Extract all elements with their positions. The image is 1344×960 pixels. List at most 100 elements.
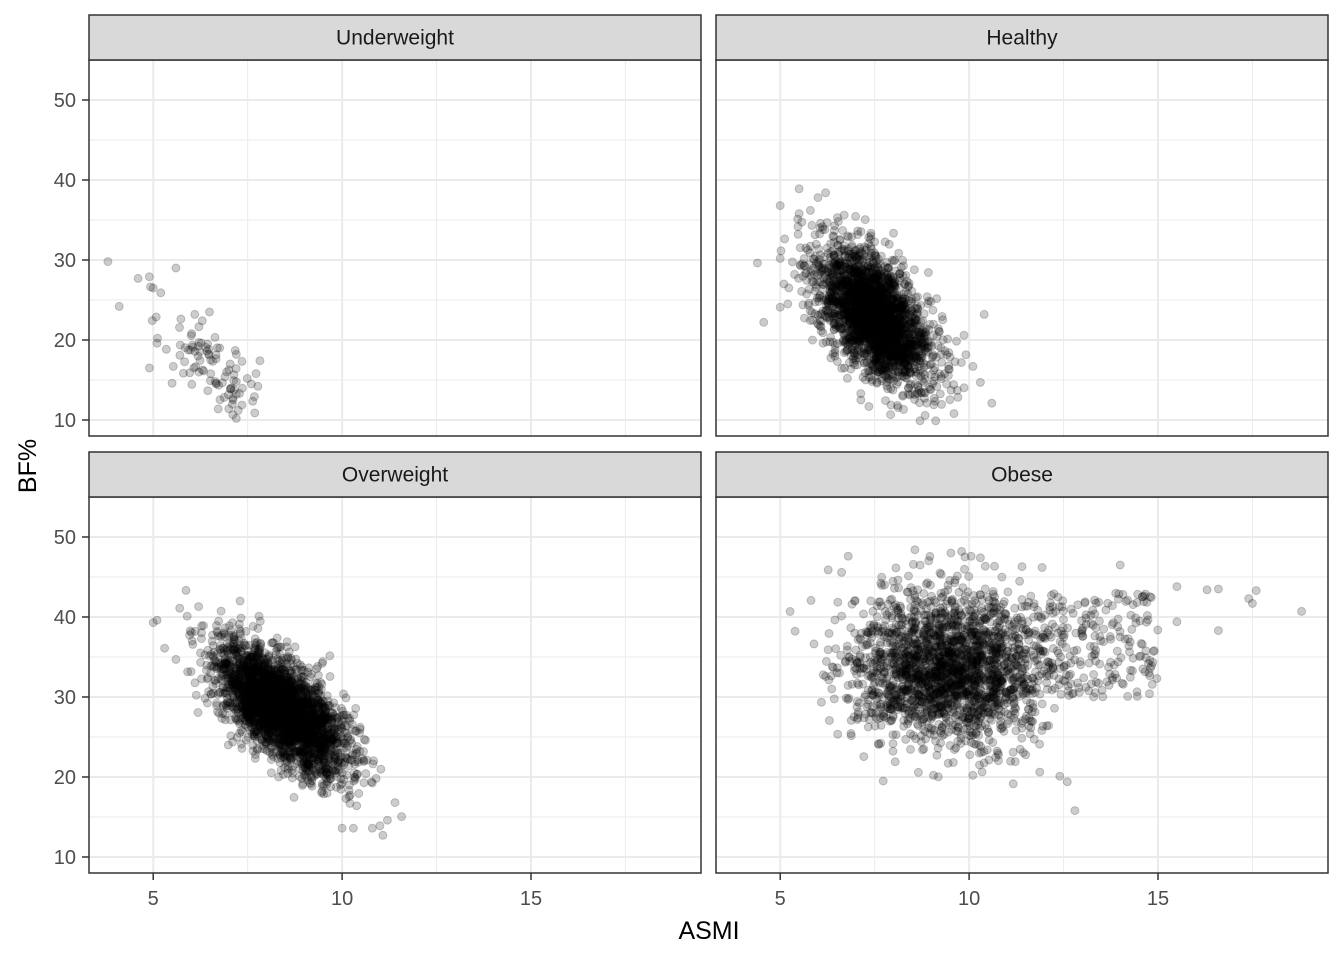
data-point [878, 308, 887, 318]
data-point [824, 267, 833, 277]
data-point [235, 388, 244, 398]
data-point [863, 304, 873, 314]
data-point [886, 326, 895, 336]
data-point [827, 311, 837, 321]
data-point [397, 812, 407, 822]
data-point [882, 278, 891, 288]
data-point [144, 363, 154, 373]
data-point [823, 306, 833, 316]
data-point [837, 265, 847, 275]
data-point [826, 247, 836, 257]
data-point [884, 274, 894, 284]
data-point [839, 329, 848, 338]
data-point [849, 314, 859, 324]
data-point [887, 294, 897, 304]
data-point [890, 366, 900, 376]
data-point [854, 289, 864, 299]
data-point [901, 347, 910, 357]
data-point [900, 342, 910, 352]
data-point [867, 295, 877, 304]
data-point [889, 256, 899, 266]
data-point [888, 295, 898, 305]
data-point [873, 354, 882, 364]
data-point [168, 361, 178, 371]
data-point [900, 329, 910, 338]
data-point [877, 325, 887, 335]
data-point [884, 335, 894, 345]
data-point [190, 346, 200, 356]
data-point [887, 295, 897, 305]
data-point [885, 351, 895, 361]
data-point [922, 360, 932, 370]
data-point [926, 385, 936, 394]
data-point [843, 306, 853, 315]
data-point [863, 300, 873, 310]
data-point [866, 303, 876, 313]
data-point [920, 374, 930, 384]
data-point [887, 305, 897, 315]
data-point [897, 308, 907, 318]
data-point [877, 308, 887, 318]
data-point [891, 352, 901, 362]
data-point [895, 326, 904, 336]
data-point [851, 280, 861, 289]
data-point [883, 373, 893, 383]
data-point [872, 276, 881, 286]
data-point [857, 254, 867, 264]
data-point [866, 309, 876, 319]
data-point [851, 211, 861, 221]
data-point [880, 327, 889, 337]
data-point [863, 276, 873, 286]
data-point [853, 314, 863, 324]
data-point [881, 307, 890, 317]
data-point [911, 334, 921, 344]
data-point [847, 289, 857, 299]
data-point [207, 636, 217, 646]
data-point [893, 377, 903, 387]
data-point [194, 338, 204, 347]
data-point [889, 315, 899, 325]
data-point [853, 309, 863, 318]
data-point [852, 353, 862, 363]
data-point [930, 363, 940, 373]
data-point [793, 222, 803, 232]
data-point [852, 323, 862, 333]
data-point [824, 313, 834, 323]
data-point [873, 285, 883, 294]
data-point [146, 282, 155, 292]
data-point [900, 357, 910, 367]
data-point [191, 362, 201, 372]
data-point [780, 234, 790, 244]
data-point [870, 272, 880, 282]
data-point [914, 362, 923, 372]
data-point [211, 354, 221, 364]
data-point [906, 367, 915, 377]
data-point [869, 273, 879, 283]
data-point [854, 339, 864, 349]
data-point [872, 269, 882, 279]
data-point [933, 324, 943, 334]
y-tick-label: 20 [54, 330, 76, 352]
data-point [874, 302, 884, 312]
data-point [915, 398, 924, 408]
data-point [907, 286, 917, 296]
data-point [879, 312, 889, 322]
data-point [909, 335, 919, 345]
data-point [883, 384, 893, 394]
data-point [845, 331, 854, 341]
data-point [949, 380, 959, 390]
data-point [857, 257, 867, 267]
data-point [851, 355, 861, 365]
data-point [867, 296, 877, 306]
data-point [861, 316, 871, 326]
data-point [829, 251, 839, 260]
data-point [790, 269, 800, 279]
data-point [890, 304, 900, 314]
data-point [214, 380, 224, 390]
data-point [877, 348, 887, 358]
data-point [877, 291, 886, 301]
data-point [816, 326, 826, 336]
data-point [829, 250, 839, 260]
data-point [890, 319, 900, 329]
